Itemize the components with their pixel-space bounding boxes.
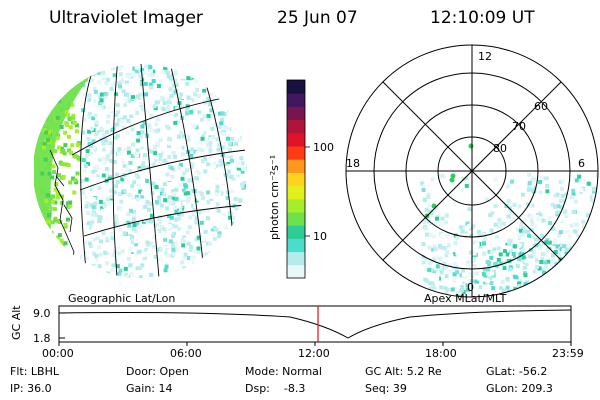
lat-label-60: 60 xyxy=(534,100,548,113)
mlt-label-0: 0 xyxy=(467,281,474,294)
colorbar-tick-10: 10 xyxy=(313,230,327,243)
colorbar-unit-label: photon cm⁻²s⁻¹ xyxy=(268,155,281,240)
alt-xtick-0000: 00:00 xyxy=(42,347,74,360)
geographic-label: Geographic Lat/Lon xyxy=(68,292,175,305)
lat-label-80: 80 xyxy=(493,142,507,155)
mlt-label-6: 6 xyxy=(578,157,585,170)
instrument-title: Ultraviolet Imager xyxy=(49,8,203,28)
altitude-plot: 9.0 1.8 GC Alt 00:00 06:00 12:00 18:00 2… xyxy=(10,305,584,360)
dsp-info: Dsp: -8.3 xyxy=(245,382,306,395)
altitude-curve xyxy=(58,309,572,339)
time-label: 12:10:09 UT xyxy=(430,8,535,28)
coastline xyxy=(49,149,75,271)
door-info: Door: Open xyxy=(126,365,189,378)
glon-info: GLon: 209.3 xyxy=(486,382,553,395)
lat-lon-grid xyxy=(71,64,247,278)
flt-info: Flt: LBHL xyxy=(10,365,59,378)
alt-ytick-9: 9.0 xyxy=(33,307,51,320)
gc-alt-info: GC Alt: 5.2 Re xyxy=(365,365,442,378)
colorbar: 100 10 photon cm⁻²s⁻¹ xyxy=(268,79,334,279)
gain-info: Gain: 14 xyxy=(126,382,173,395)
alt-ylabel: GC Alt xyxy=(10,305,23,340)
alt-xtick-1800: 18:00 xyxy=(425,347,457,360)
apex-label: Apex MLat/MLT xyxy=(424,292,507,305)
glat-info: GLat: -56.2 xyxy=(486,365,548,378)
alt-xtick-1200: 12:00 xyxy=(298,347,330,360)
alt-xtick-2359: 23:59 xyxy=(552,347,584,360)
geographic-map: Geographic Lat/Lon xyxy=(33,64,247,305)
ip-info: IP: 36.0 xyxy=(10,382,52,395)
alt-ytick-1: 1.8 xyxy=(33,332,51,345)
right-auroral-image xyxy=(420,143,598,297)
mlt-label-12: 12 xyxy=(478,50,492,63)
colorbar-tick-100: 100 xyxy=(313,141,334,154)
alt-xtick-0600: 06:00 xyxy=(170,347,202,360)
seq-info: Seq: 39 xyxy=(365,382,407,395)
lat-label-70: 70 xyxy=(512,120,526,133)
date-label: 25 Jun 07 xyxy=(277,8,358,28)
mlt-label-18: 18 xyxy=(346,157,360,170)
mode-info: Mode: Normal xyxy=(245,365,322,378)
polar-map: 12 18 6 0 60 70 80 Apex MLat/MLT xyxy=(345,44,599,305)
